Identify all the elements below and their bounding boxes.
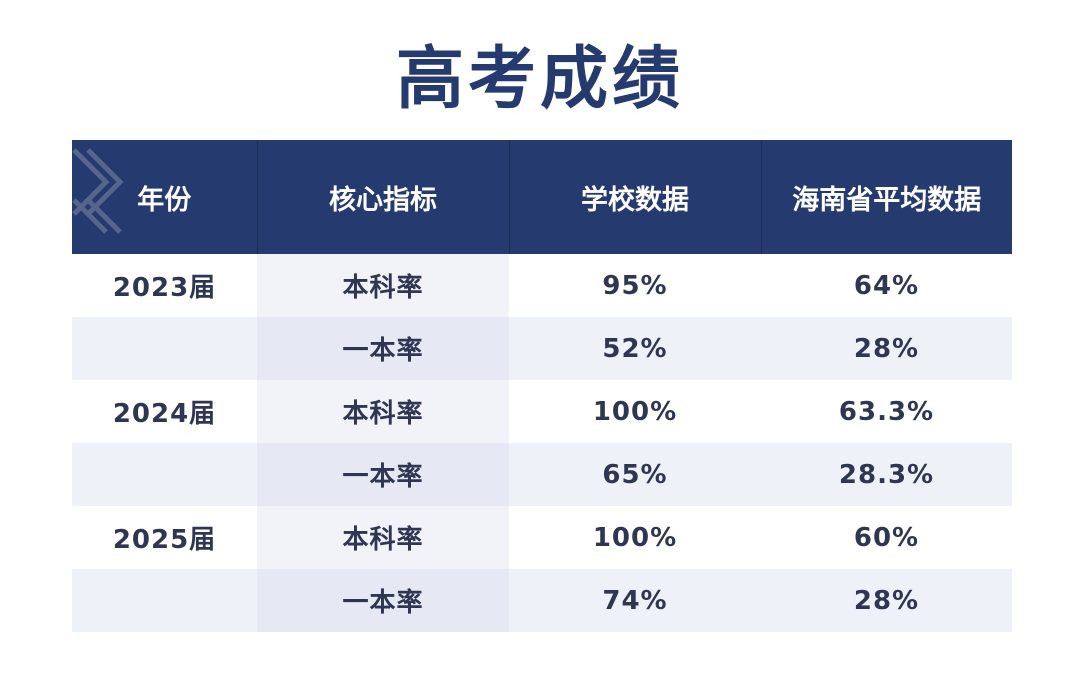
year-cell: 2024届 [72,380,257,443]
table-row: 一本率 52% 28% [72,317,1012,380]
header-school: 学校数据 [508,140,761,254]
metric-cell: 本科率 [257,506,509,569]
decorative-logo-icon [72,148,124,234]
province-value-cell: 28% [761,569,1012,632]
province-value-cell: 63.3% [761,380,1012,443]
table-row: 一本率 65% 28.3% [72,443,1012,506]
year-cell [72,569,257,632]
school-value-cell: 74% [509,569,761,632]
school-value-cell: 100% [509,506,761,569]
header-province: 海南省平均数据 [760,140,1012,254]
table-row: 2023届 本科率 95% 64% [72,254,1012,317]
province-value-cell: 64% [761,254,1012,317]
table-row: 2024届 本科率 100% 63.3% [72,380,1012,443]
school-value-cell: 52% [509,317,761,380]
year-cell: 2025届 [72,506,257,569]
table-row: 一本率 74% 28% [72,569,1012,632]
metric-cell: 一本率 [257,569,509,632]
header-year: 年份 [72,140,257,254]
table-row: 2025届 本科率 100% 60% [72,506,1012,569]
school-value-cell: 65% [509,443,761,506]
scores-table: 年份 核心指标 学校数据 海南省平均数据 2023届 本科率 95% 64% 一… [72,140,1012,632]
metric-cell: 一本率 [257,317,509,380]
page-title: 高考成绩 [395,40,684,119]
scores-table-container: 年份 核心指标 学校数据 海南省平均数据 2023届 本科率 95% 64% 一… [72,140,1012,632]
metric-cell: 本科率 [257,380,509,443]
year-cell [72,317,257,380]
header-year-label: 年份 [137,184,192,216]
school-value-cell: 95% [509,254,761,317]
year-cell [72,443,257,506]
header-metric: 核心指标 [256,140,509,254]
metric-cell: 本科率 [257,254,509,317]
metric-cell: 一本率 [257,443,509,506]
province-value-cell: 60% [761,506,1012,569]
province-value-cell: 28.3% [761,443,1012,506]
province-value-cell: 28% [761,317,1012,380]
school-value-cell: 100% [509,380,761,443]
table-header-row: 年份 核心指标 学校数据 海南省平均数据 [72,140,1012,254]
year-cell: 2023届 [72,254,257,317]
